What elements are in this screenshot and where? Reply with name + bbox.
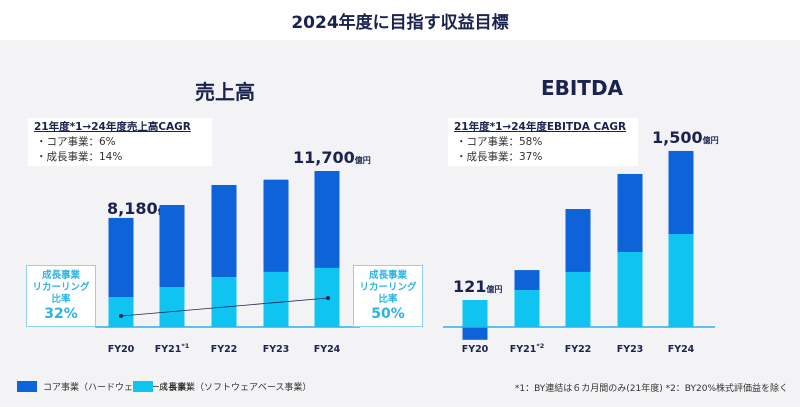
x-tick-label: FY21*1 <box>155 342 190 355</box>
bar-core-FY21*1 <box>159 205 185 287</box>
recurring-ratio-callout-fy24: 成長事業 リカーリング 比率 50% <box>353 265 423 327</box>
bar-core-FY20 <box>108 217 134 297</box>
data-label-FY24: 11,700億円 <box>293 148 371 167</box>
callout-line: 成長事業 <box>41 270 80 281</box>
x-tick-label: FY23 <box>263 344 290 355</box>
x-tick-label: FY20 <box>462 344 489 355</box>
bar-growth-FY21*1 <box>159 287 185 327</box>
data-label-FY24: 1,500億円 <box>652 128 719 147</box>
legend-swatch-core <box>17 381 37 392</box>
callout-line: 比率 <box>378 294 398 305</box>
sales-cagr-box: 21年度*1→24年度売上高CAGR ・コア事業：6% ・成長事業：14% <box>28 118 212 166</box>
bar-core-FY20 <box>462 327 488 340</box>
callout-line: リカーリング <box>359 282 417 293</box>
ebitda-title: EBITDA <box>540 76 624 100</box>
callout-line: 比率 <box>51 294 71 305</box>
callout-value: 32% <box>44 306 78 322</box>
bar-growth-FY20 <box>108 297 134 327</box>
data-label-FY20: 121億円 <box>453 277 502 296</box>
sales-cagr-core: ・コア事業：6% <box>36 136 116 148</box>
sales-cagr-heading: 21年度*1→24年度売上高CAGR <box>34 121 191 133</box>
x-tick-label: FY21*2 <box>510 342 545 355</box>
header-band <box>0 0 800 40</box>
x-tick-label: FY23 <box>617 344 644 355</box>
ebitda-cagr-heading: 21年度*1→24年度EBITDA CAGR <box>454 121 627 133</box>
bar-growth-FY23 <box>263 271 289 327</box>
bar-core-FY22 <box>211 185 237 277</box>
callout-line: 成長事業 <box>368 270 407 281</box>
legend-label-growth: 成長事業（ソフトウェアベース事業） <box>159 383 312 393</box>
x-tick-label: FY22 <box>211 344 238 355</box>
x-tick-label: FY20 <box>108 344 135 355</box>
bar-growth-FY20 <box>462 300 488 327</box>
bar-growth-FY22 <box>565 271 591 327</box>
legend-core: コア事業（ハードウェアベース事業） <box>17 380 195 393</box>
legend-label-core: コア事業（ハードウェアベース事業） <box>43 383 196 393</box>
bar-growth-FY21*2 <box>514 290 540 327</box>
bar-core-FY22 <box>565 209 591 272</box>
legend-growth: 成長事業（ソフトウェアベース事業） <box>133 380 311 393</box>
bar-growth-FY24 <box>668 234 694 327</box>
recurring-ratio-line <box>120 297 329 317</box>
recurring-ratio-point-fy24 <box>326 296 330 300</box>
x-tick-label: FY22 <box>565 344 592 355</box>
recurring-ratio-callout-fy20: 成長事業 リカーリング 比率 32% <box>26 265 96 327</box>
legend-swatch-growth <box>133 381 153 392</box>
x-tick-label: FY24 <box>668 344 695 355</box>
bar-core-FY24 <box>668 150 694 235</box>
callout-line: リカーリング <box>32 282 90 293</box>
bar-core-FY24 <box>314 171 340 268</box>
recurring-ratio-point-fy20 <box>119 314 123 318</box>
ebitda-cagr-core: ・コア事業：58% <box>456 136 543 148</box>
footnote: *1：BY連結は６カ月間のみ(21年度) *2：BY20%株式評価益を除く <box>514 384 788 394</box>
bar-growth-FY23 <box>617 252 643 327</box>
sales-title: 売上高 <box>195 80 255 104</box>
bar-core-FY23 <box>263 179 289 272</box>
callout-value: 50% <box>371 306 405 322</box>
bar-core-FY23 <box>617 173 643 252</box>
bar-growth-FY22 <box>211 277 237 327</box>
ebitda-cagr-growth: ・成長事業：37% <box>456 151 543 163</box>
page-title: 2024年度に目指す収益目標 <box>291 13 509 33</box>
ebitda-cagr-box: 21年度*1→24年度EBITDA CAGR ・コア事業：58% ・成長事業：3… <box>448 118 638 166</box>
bar-core-FY21*2 <box>514 270 540 291</box>
x-tick-label: FY24 <box>314 344 341 355</box>
sales-cagr-growth: ・成長事業：14% <box>36 151 123 163</box>
